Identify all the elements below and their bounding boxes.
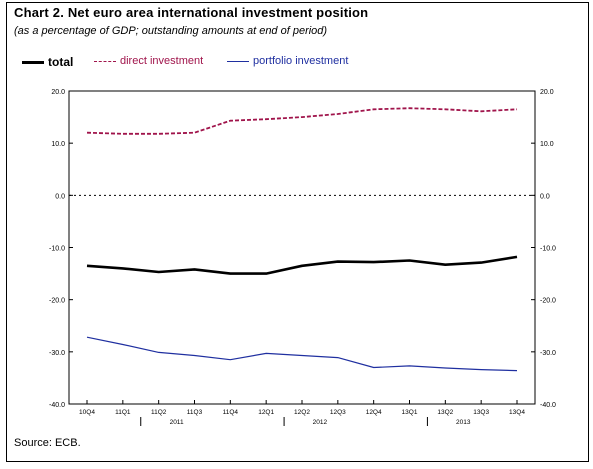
y-tick-label-right: 20.0: [540, 89, 554, 96]
x-tick-label: 13Q4: [509, 409, 525, 416]
legend-item-direct: direct investment: [94, 55, 203, 67]
y-tick-label-right: -20.0: [540, 298, 556, 305]
source-note: Source: ECB.: [14, 437, 81, 449]
legend-label-direct: direct investment: [120, 55, 204, 67]
y-tick-label-left: 10.0: [51, 141, 65, 148]
plot-area: [68, 90, 536, 405]
legend-item-total: total: [22, 55, 73, 69]
y-tick-label-left: 0.0: [55, 193, 65, 200]
x-tick-label: 11Q4: [223, 409, 239, 416]
legend-swatch-direct: [94, 60, 116, 62]
x-tick-label: 12Q3: [330, 409, 346, 416]
y-tick-label-right: -40.0: [540, 402, 556, 409]
y-tick-label-left: 20.0: [51, 89, 65, 96]
x-tick-label: 11Q2: [151, 409, 167, 416]
y-tick-label-right: 10.0: [540, 141, 554, 148]
series-line-total: [86, 255, 518, 275]
year-label: 2013: [456, 419, 471, 426]
x-tick-label: 13Q3: [473, 409, 489, 416]
series-line-portfolio: [86, 336, 518, 372]
x-tick-label: 10Q4: [79, 409, 95, 416]
y-tick-label-right: -10.0: [540, 246, 556, 253]
year-label: 2011: [170, 419, 184, 426]
y-tick-label-left: -10.0: [49, 246, 65, 253]
y-tick-label-left: -40.0: [49, 402, 65, 409]
x-tick-label: 12Q2: [294, 409, 310, 416]
legend-swatch-total: [22, 60, 44, 64]
y-tick-label-right: 0.0: [540, 193, 550, 200]
legend-label-portfolio: portfolio investment: [253, 55, 349, 67]
chart-subtitle: (as a percentage of GDP; outstanding amo…: [14, 25, 328, 37]
y-tick-label-left: -20.0: [49, 298, 65, 305]
x-tick-label: 11Q3: [187, 409, 203, 416]
x-tick-label: 12Q4: [366, 409, 382, 416]
chart-frame: [6, 2, 589, 462]
legend-label-total: total: [48, 55, 74, 69]
x-tick-label: 12Q1: [258, 409, 274, 416]
year-label: 2012: [313, 419, 328, 426]
y-tick-label-right: -30.0: [540, 350, 556, 357]
x-tick-label: 11Q1: [115, 409, 131, 416]
y-tick-label-left: -30.0: [49, 350, 65, 357]
legend-swatch-portfolio: [227, 60, 249, 62]
x-tick-label: 13Q1: [402, 409, 418, 416]
x-tick-label: 13Q2: [437, 409, 453, 416]
series-line-direct: [86, 107, 518, 135]
legend-item-portfolio: portfolio investment: [227, 55, 348, 67]
chart-title: Chart 2. Net euro area international inv…: [14, 5, 369, 20]
